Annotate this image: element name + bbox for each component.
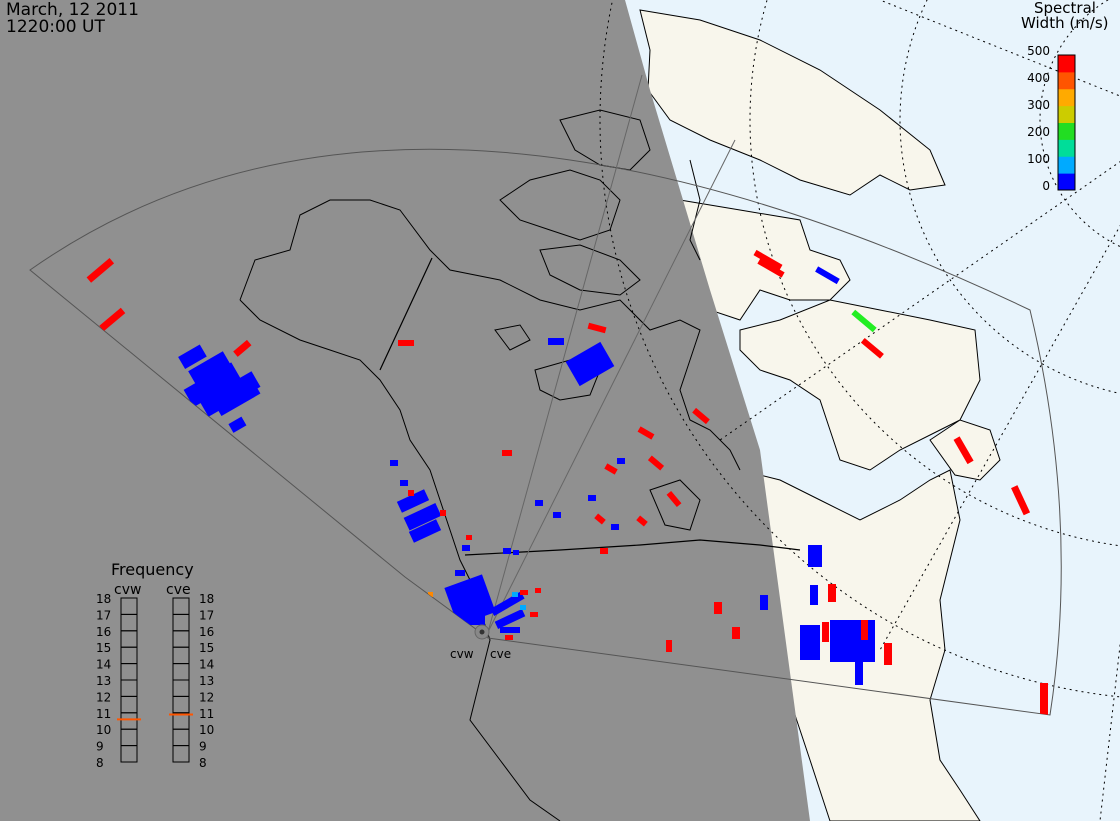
- frequency-tick-label: 16: [199, 625, 214, 639]
- colorbar-tick-label: 400: [1027, 71, 1050, 85]
- echo-cluster-near-radar-red: [505, 588, 541, 640]
- frequency-tick-label: 8: [96, 756, 104, 770]
- colorbar-tick-label: 300: [1027, 98, 1050, 112]
- echo-cyan: [520, 605, 526, 610]
- echo-green: [851, 309, 877, 333]
- colorbar-band: [1058, 156, 1075, 174]
- echo-cluster-near-radar: [444, 574, 526, 633]
- frequency-ticks-right: 18 17 16 15 14 13 12 11 10 9 8: [199, 592, 214, 770]
- frequency-column-cvw: [120, 597, 138, 763]
- echo-cluster-alaska: [178, 344, 261, 433]
- frequency-tick-label: 16: [96, 625, 111, 639]
- date-label: March, 12 2011: [6, 0, 139, 20]
- frequency-tick-label: 9: [199, 740, 207, 754]
- echo-orange: [428, 592, 433, 597]
- echo-cells-red: [86, 249, 1048, 715]
- frequency-cell: [120, 745, 138, 763]
- frequency-cell: [172, 745, 190, 763]
- colorbar-title-line1: Spectral: [1034, 0, 1096, 17]
- frequency-tick-label: 18: [199, 592, 214, 606]
- frequency-tick-label: 10: [199, 723, 214, 737]
- frequency-tick-label: 15: [96, 641, 111, 655]
- frequency-tick-label: 9: [96, 740, 104, 754]
- frequency-tick-label: 15: [199, 641, 214, 655]
- frequency-tick-label: 8: [199, 756, 207, 770]
- colorbar-band: [1058, 139, 1075, 157]
- frequency-panel: Frequency cvw cve 18 17 16 15 14 13 12 11 10 9 8 1…: [96, 560, 214, 770]
- colorbar-band: [1058, 71, 1075, 90]
- radar-site-center: [479, 629, 485, 635]
- frequency-tick-label: 14: [199, 658, 214, 672]
- colorbar-band: [1058, 105, 1075, 123]
- radar-sites: cvw cve: [450, 624, 511, 661]
- frequency-tick-label: 17: [199, 608, 214, 622]
- time-label: 1220:00 UT: [6, 17, 105, 37]
- frequency-tick-label: 12: [199, 690, 214, 704]
- echo-cluster-vancouver: [390, 460, 442, 543]
- night-shadow: [0, 0, 810, 821]
- colorbar-tick-label: 200: [1027, 125, 1050, 139]
- colorbar-ticks: 500 400 300 200 100 0: [1027, 44, 1050, 193]
- borders: [379, 257, 801, 556]
- frequency-tick-label: 18: [96, 592, 111, 606]
- frequency-tick-label: 11: [96, 707, 111, 721]
- colorbar-band: [1058, 173, 1075, 191]
- colorbar: Spectral Width (m/s) 500 400 300 200 100 0: [1021, 0, 1109, 193]
- radar-label-cve: cve: [490, 647, 511, 661]
- frequency-tick-label: 17: [96, 608, 111, 622]
- beam-lines: [487, 74, 736, 633]
- echo-cyan: [512, 592, 518, 597]
- frequency-label-cve: cve: [166, 582, 191, 598]
- colorbar-tick-label: 100: [1027, 152, 1050, 166]
- frequency-tick-label: 10: [96, 723, 111, 737]
- colorbar-bands: [1058, 55, 1075, 191]
- colorbar-band: [1058, 88, 1075, 107]
- frequency-tick-label: 13: [96, 674, 111, 688]
- radar-label-cvw: cvw: [450, 647, 474, 661]
- frequency-tick-label: 13: [199, 674, 214, 688]
- colorbar-tick-label: 0: [1042, 179, 1050, 193]
- colorbar-band: [1058, 122, 1075, 140]
- field-of-view: [29, 148, 1062, 716]
- frequency-tick-label: 11: [199, 707, 214, 721]
- echo-cells: [86, 174, 1048, 715]
- timestamp-header: March, 12 2011 1220:00 UT: [6, 2, 139, 36]
- frequency-tick-label: 12: [96, 690, 111, 704]
- frequency-column-cve: [172, 597, 190, 763]
- frequency-label-cvw: cvw: [114, 582, 141, 598]
- colorbar-tick-label: 500: [1027, 44, 1050, 58]
- frequency-title: Frequency: [111, 560, 194, 579]
- coordinate-grid: [599, 0, 1120, 821]
- colorbar-band: [1058, 55, 1075, 73]
- colorbar-title-line2: Width (m/s): [1021, 14, 1109, 32]
- frequency-tick-label: 14: [96, 658, 111, 672]
- frequency-ticks-left: 18 17 16 15 14 13 12 11 10 9 8: [96, 592, 111, 770]
- colorbar-frame: [1057, 54, 1076, 191]
